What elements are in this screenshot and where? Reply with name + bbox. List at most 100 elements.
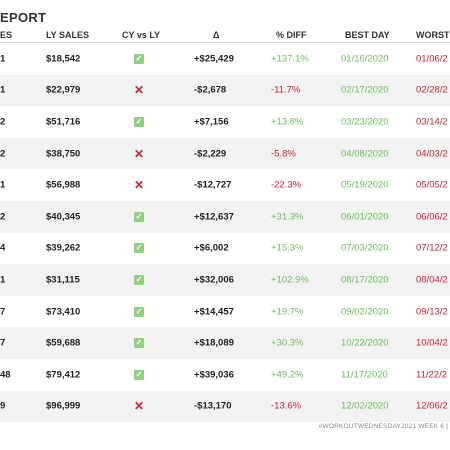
cy-sales-cell: 7 (0, 337, 6, 349)
pct-diff-cell: +137.1% (271, 53, 309, 65)
table-row[interactable]: 9 $96,999 ✕ -$13,170 -13.6% 12/02/2020 12/06/2 (0, 390, 450, 423)
best-day-cell: 02/17/2020 (341, 84, 389, 96)
worst-day-cell: 04/03/2 (416, 148, 448, 160)
table-header: ES LY SALES CY vs LY Δ % DIFF BEST DAY W… (0, 30, 450, 44)
pct-diff-cell: +30.3% (271, 337, 304, 349)
header-worst-day[interactable]: WORST (416, 30, 450, 40)
worst-day-cell: 05/05/2 (416, 179, 448, 191)
worst-day-cell: 10/04/2 (416, 337, 448, 349)
pct-diff-cell: +13.8% (271, 116, 304, 128)
checkmark-icon: ✓ (134, 53, 144, 64)
checkmark-icon: ✓ (134, 243, 144, 254)
header-delta[interactable]: Δ (213, 30, 220, 40)
worst-day-cell: 07/12/2 (416, 242, 448, 254)
header-sales[interactable]: ES (0, 30, 13, 40)
header-best-day[interactable]: BEST DAY (345, 30, 390, 40)
ly-sales-cell: $40,345 (46, 211, 81, 223)
ly-sales-cell: $51,716 (46, 116, 81, 128)
checkmark-icon: ✓ (134, 306, 144, 317)
table-row[interactable]: 1 $31,115 ✓ +$32,006 +102.9% 08/17/2020 08/04/… (0, 264, 450, 296)
delta-cell: +$7,156 (194, 116, 229, 128)
table-row[interactable]: 48 $79,412 ✓ +$39,036 +49.2% 11/17/2020 11/22/… (0, 359, 450, 391)
ly-sales-cell: $31,115 (46, 274, 80, 286)
cy-sales-cell: 1 (0, 274, 6, 286)
checkmark-icon: ✓ (134, 211, 144, 222)
table-row[interactable]: 4 $39,262 ✓ +$6,002 +15.3% 07/03/2020 07/12/2 (0, 233, 450, 265)
best-day-cell: 04/08/2020 (341, 148, 389, 160)
delta-cell: -$12,727 (194, 179, 232, 191)
delta-cell: -$2,229 (194, 148, 227, 160)
ly-sales-cell: $22,979 (46, 84, 81, 96)
cy-sales-cell: 7 (0, 306, 6, 318)
best-day-cell: 06/01/2020 (341, 211, 389, 223)
delta-cell: +$32,006 (194, 274, 234, 286)
table-row[interactable]: 1 $56,988 ✕ -$12,727 -22.3% 05/19/2020 05/05/2 (0, 169, 450, 201)
cy-sales-cell: 2 (0, 148, 6, 160)
best-day-cell: 07/03/2020 (341, 242, 389, 254)
best-day-cell: 09/02/2020 (341, 306, 389, 318)
header-cy-vs-ly[interactable]: CY vs LY (122, 30, 161, 40)
table-row[interactable]: 7 $59,688 ✓ +$18,089 +30.3% 10/22/2020 10/04/2 (0, 327, 450, 359)
pct-diff-cell: -11.7% (271, 84, 301, 96)
worst-day-cell: 09/13/2 (416, 306, 448, 318)
delta-cell: +$18,089 (194, 337, 234, 349)
ly-sales-cell: $18,542 (46, 53, 81, 65)
delta-cell: -$2,678 (194, 84, 227, 96)
delta-cell: +$39,036 (194, 369, 234, 381)
table-row[interactable]: 2 $38,750 ✕ -$2,229 -5.8% 04/08/2020 04/03/2 (0, 137, 450, 170)
checkmark-icon: ✓ (134, 338, 144, 349)
cy-sales-cell: 9 (0, 400, 6, 412)
checkmark-icon: ✓ (134, 369, 144, 380)
header-pct-diff[interactable]: % DIFF (276, 30, 307, 40)
best-day-cell: 03/23/2020 (341, 116, 389, 128)
ly-sales-cell: $38,750 (46, 148, 81, 160)
cross-icon: ✕ (134, 178, 145, 193)
worst-day-cell: 12/06/2 (416, 400, 448, 412)
pct-diff-cell: -22.3% (271, 179, 302, 191)
ly-sales-cell: $59,688 (46, 337, 81, 349)
cross-icon: ✕ (134, 83, 145, 98)
best-day-cell: 05/19/2020 (341, 179, 389, 191)
pct-diff-cell: -5.8% (271, 148, 296, 160)
worst-day-cell: 08/04/2 (416, 274, 448, 286)
best-day-cell: 10/22/2020 (341, 337, 389, 349)
header-ly-sales[interactable]: LY SALES (46, 30, 90, 40)
delta-cell: +$6,002 (194, 242, 229, 254)
report-title: EPORT (0, 10, 47, 25)
table-row[interactable]: 2 $51,716 ✓ +$7,156 +13.8% 03/23/2020 03/14/2 (0, 106, 450, 138)
pct-diff-cell: +19.7% (271, 306, 304, 318)
worst-day-cell: 11/22/2 (416, 369, 447, 381)
worst-day-cell: 01/06/2 (416, 53, 448, 65)
delta-cell: +$12,637 (194, 211, 234, 223)
cy-sales-cell: 1 (0, 53, 6, 65)
table-row[interactable]: 2 $40,345 ✓ +$12,637 +31.3% 06/01/2020 06/06/2 (0, 200, 450, 233)
best-day-cell: 08/17/2020 (341, 274, 389, 286)
delta-cell: -$13,170 (194, 400, 232, 412)
header-divider (0, 42, 450, 43)
cy-sales-cell: 48 (0, 369, 11, 381)
delta-cell: +$25,429 (194, 53, 234, 65)
cy-sales-cell: 4 (0, 242, 6, 254)
best-day-cell: 11/17/2020 (341, 369, 388, 381)
delta-cell: +$14,457 (194, 306, 234, 318)
checkmark-icon: ✓ (134, 116, 144, 127)
pct-diff-cell: -13.6% (271, 400, 302, 412)
ly-sales-cell: $56,988 (46, 179, 81, 191)
worst-day-cell: 03/14/2 (416, 116, 448, 128)
pct-diff-cell: +49.2% (271, 369, 304, 381)
cross-icon: ✕ (134, 146, 145, 161)
ly-sales-cell: $39,262 (46, 242, 81, 254)
footer-caption: #WORKOUTWEDNESDAY2021 WEEK 6 | (318, 423, 448, 430)
table-row[interactable]: 7 $73,410 ✓ +$14,457 +19.7% 09/02/2020 09/13/2 (0, 296, 450, 328)
worst-day-cell: 02/28/2 (416, 84, 448, 96)
worst-day-cell: 06/06/2 (416, 211, 448, 223)
cy-sales-cell: 1 (0, 84, 6, 96)
table-row[interactable]: 1 $22,979 ✕ -$2,678 -11.7% 02/17/2020 02/28/2 (0, 74, 450, 107)
table-row[interactable]: 1 $18,542 ✓ +$25,429 +137.1% 01/16/2020 01/06/… (0, 43, 450, 75)
checkmark-icon: ✓ (134, 274, 144, 285)
cross-icon: ✕ (134, 399, 145, 414)
best-day-cell: 01/16/2020 (341, 53, 389, 65)
ly-sales-cell: $96,999 (46, 400, 81, 412)
pct-diff-cell: +31.3% (271, 211, 304, 223)
ly-sales-cell: $73,410 (46, 306, 81, 318)
